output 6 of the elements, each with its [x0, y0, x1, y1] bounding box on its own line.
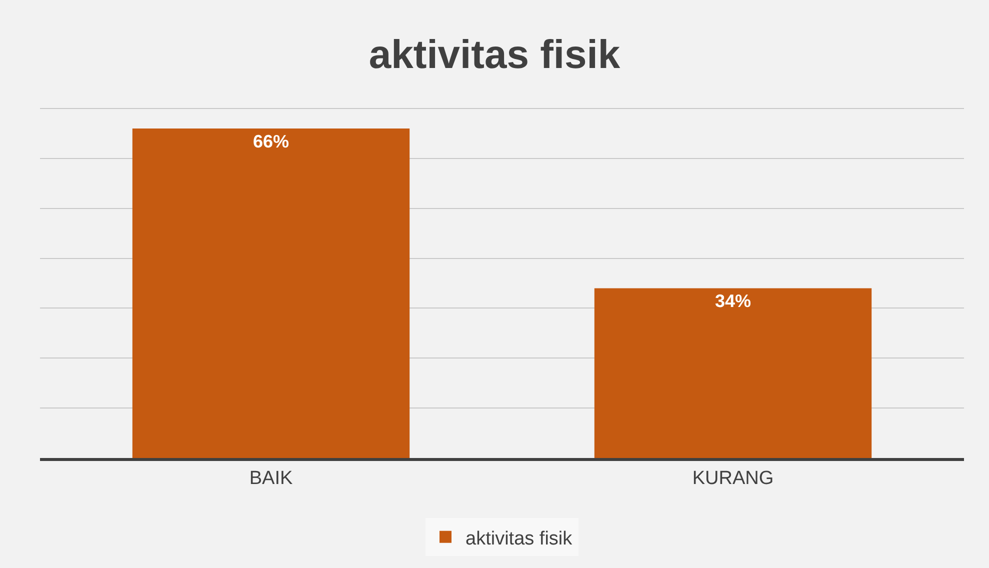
- data-label: 34%: [714, 291, 752, 312]
- legend-label: aktivitas fisik: [466, 528, 573, 550]
- data-label: 66%: [252, 131, 290, 152]
- x-tick-label: BAIK: [249, 468, 293, 489]
- chart-title: aktivitas fisik: [368, 32, 621, 77]
- x-tick-label: KURANG: [692, 468, 774, 489]
